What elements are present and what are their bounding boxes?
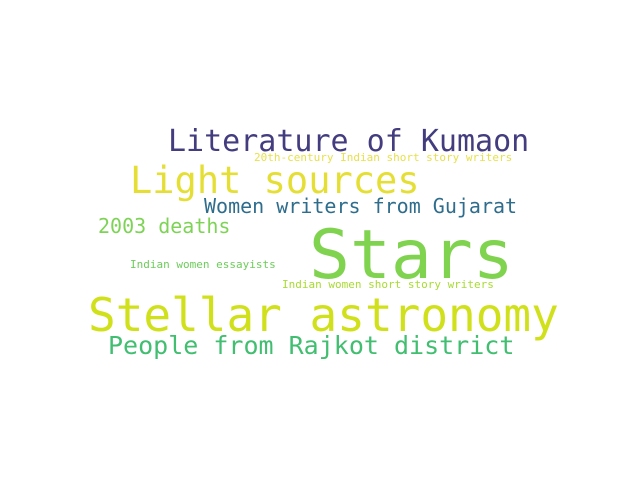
word-2003-deaths: 2003 deaths [98,214,230,238]
word-20th-century-indian-short-story-writers: 20th-century Indian short story writers [254,151,512,164]
word-indian-women-short-story-writers: Indian women short story writers [282,278,494,291]
word-people-from-rajkot-district: People from Rajkot district [108,331,514,360]
word-women-writers-from-gujarat: Women writers from Gujarat [204,194,517,218]
word-stars: Stars [309,216,514,295]
word-light-sources: Light sources [130,159,420,202]
word-indian-women-essayists: Indian women essayists [130,258,276,271]
word-literature-of-kumaon: Literature of Kumaon [168,124,529,159]
word-stellar-astronomy: Stellar astronomy [88,288,559,342]
